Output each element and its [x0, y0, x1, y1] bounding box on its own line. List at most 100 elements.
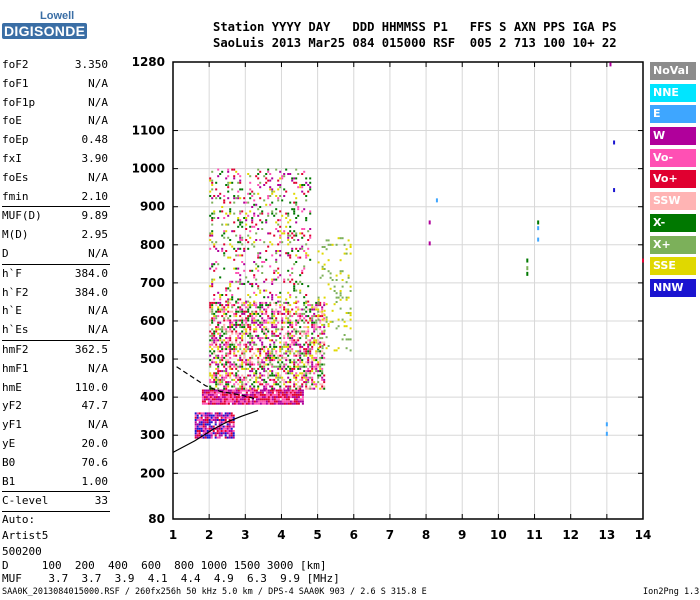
echo-point: [243, 376, 246, 379]
echo-point: [263, 400, 266, 403]
echo-point: [247, 345, 250, 348]
echo-point: [255, 267, 258, 270]
echo-point: [605, 422, 608, 427]
echo-point: [277, 393, 280, 396]
echo-point: [201, 396, 204, 399]
echo-point: [241, 326, 244, 329]
echo-point: [237, 247, 240, 250]
echo-point: [223, 365, 226, 368]
echo-point: [317, 361, 320, 364]
echo-point: [213, 398, 216, 401]
echo-point: [277, 199, 280, 202]
echo-point: [267, 212, 270, 215]
echo-point: [275, 345, 278, 348]
echo-point: [319, 361, 322, 364]
echo-point: [293, 208, 296, 211]
echo-point: [301, 319, 304, 322]
echo-point: [279, 391, 282, 394]
echo-point: [233, 374, 236, 377]
echo-point: [209, 398, 212, 401]
echo-point: [275, 381, 278, 384]
echo-point: [227, 374, 230, 377]
echo-point: [216, 416, 219, 419]
echo-point: [226, 436, 229, 439]
echo-point: [249, 337, 252, 340]
echo-point: [253, 341, 256, 344]
echo-point: [289, 296, 292, 299]
echo-point: [305, 383, 308, 386]
echo-point: [263, 378, 266, 381]
echo-point: [311, 370, 314, 373]
echo-point: [263, 356, 266, 359]
echo-point: [307, 363, 310, 366]
echo-point: [265, 389, 268, 392]
echo-point: [309, 319, 312, 322]
echo-point: [271, 212, 274, 215]
echo-point: [279, 310, 282, 313]
echo-point: [271, 387, 274, 390]
echo-point: [249, 341, 252, 344]
echo-point: [253, 323, 256, 326]
echo-point: [265, 354, 268, 357]
echo-point: [295, 323, 298, 326]
echo-point: [307, 387, 310, 390]
echo-point: [213, 243, 216, 246]
echo-point: [309, 228, 312, 230]
echo-point: [241, 312, 244, 315]
echo-point: [295, 312, 298, 315]
echo-point: [243, 343, 246, 346]
echo-point: [289, 385, 292, 388]
echo-point: [271, 243, 274, 246]
echo-point: [223, 306, 226, 309]
echo-point: [196, 425, 199, 428]
echo-point: [321, 372, 324, 375]
echo-point: [225, 381, 228, 384]
echo-point: [211, 381, 214, 384]
echo-point: [231, 294, 234, 296]
echo-point: [213, 396, 216, 399]
echo-point: [247, 214, 250, 217]
echo-point: [214, 416, 217, 419]
echo-point: [323, 309, 326, 312]
echo-point: [321, 330, 324, 333]
echo-point: [349, 312, 352, 314]
echo-point: [257, 363, 260, 366]
echo-point: [224, 416, 227, 419]
echo-point: [291, 348, 294, 351]
echo-point: [257, 402, 260, 405]
echo-point: [212, 432, 215, 435]
echo-point: [235, 337, 238, 340]
echo-point: [227, 170, 230, 173]
echo-point: [303, 301, 306, 304]
param-row: foEp 0.48: [2, 131, 110, 150]
echo-point: [233, 315, 236, 318]
echo-point: [227, 361, 230, 364]
echo-point: [289, 219, 292, 222]
echo-point: [309, 365, 312, 368]
echo-point: [194, 421, 197, 424]
x-tick-label: 1: [169, 528, 177, 542]
echo-point: [297, 381, 300, 384]
echo-point: [267, 374, 270, 377]
echo-point: [227, 393, 230, 396]
echo-point: [281, 356, 284, 359]
echo-point: [285, 190, 288, 193]
echo-point: [287, 400, 290, 403]
echo-point: [219, 308, 222, 311]
echo-point: [253, 343, 256, 346]
echo-point: [213, 195, 216, 197]
echo-point: [223, 393, 226, 396]
echo-point: [227, 402, 230, 405]
echo-point: [255, 376, 258, 379]
echo-point: [237, 393, 240, 396]
echo-point: [243, 250, 246, 252]
echo-point: [235, 381, 238, 384]
echo-point: [321, 356, 324, 359]
echo-point: [269, 374, 272, 377]
echo-point: [265, 345, 268, 348]
echo-point: [223, 201, 226, 204]
echo-point: [311, 308, 314, 311]
echo-point: [275, 195, 278, 197]
echo-point: [224, 419, 227, 421]
echo-point: [269, 400, 272, 403]
